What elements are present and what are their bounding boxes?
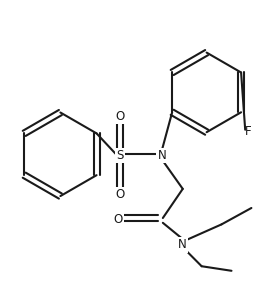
Text: F: F xyxy=(245,125,252,138)
Text: N: N xyxy=(178,238,187,251)
Text: O: O xyxy=(115,188,125,201)
Text: N: N xyxy=(157,149,166,162)
Text: S: S xyxy=(116,149,124,162)
Text: O: O xyxy=(115,110,125,123)
Text: O: O xyxy=(114,213,123,226)
